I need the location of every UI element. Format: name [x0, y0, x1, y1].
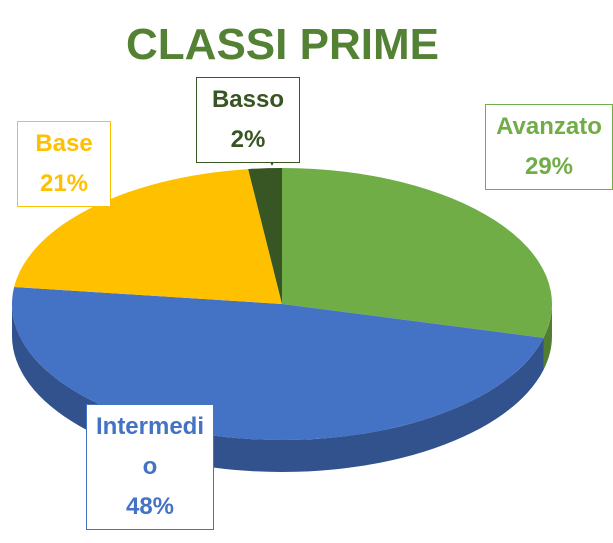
label-value: 2% — [230, 126, 266, 153]
data-label: Intermedio 48% — [86, 404, 214, 530]
slice — [14, 169, 283, 304]
label-category: Base — [35, 130, 93, 157]
slice — [282, 168, 552, 338]
label-value: 21% — [39, 170, 89, 197]
slice — [248, 168, 282, 304]
label-category: Intermedio — [95, 413, 205, 480]
data-label: Basso 2% — [196, 77, 300, 163]
chart-title: CLASSI PRIME — [126, 20, 439, 69]
label-value: 29% — [524, 153, 574, 180]
slice-side — [543, 304, 552, 370]
data-label: Base 21% — [17, 121, 111, 207]
label-category: Basso — [211, 86, 285, 113]
slice — [11, 286, 544, 441]
data-label: Avanzato 29% — [485, 104, 613, 190]
label-value: 48% — [125, 493, 175, 520]
label-category: Avanzato — [496, 113, 602, 140]
